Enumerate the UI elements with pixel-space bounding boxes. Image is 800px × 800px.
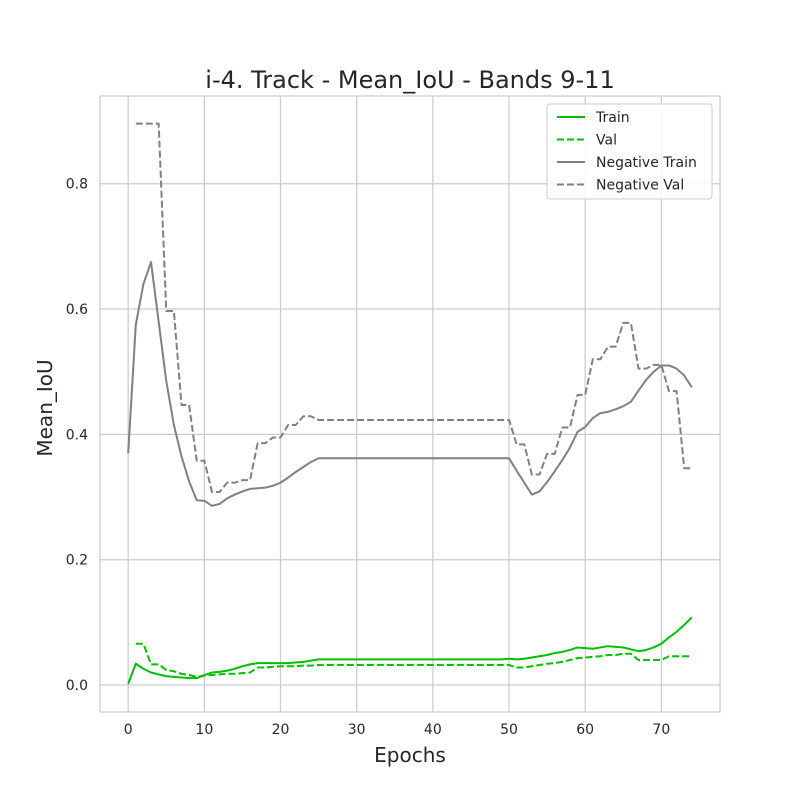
series-line-3 [127,261,693,507]
grid [100,96,720,712]
legend-label-2: Val [596,133,617,149]
legend-box [546,103,713,200]
x-tick-label: 20 [272,722,290,738]
legend-label-1: Train [595,110,630,126]
y-tick-label: 0.4 [66,427,88,443]
chart-title: i-4. Track - Mean_IoU - Bands 9-11 [205,66,614,94]
y-tick-label: 0.8 [66,177,88,193]
series-layer [127,122,693,685]
legend-label-3: Negative Train [596,155,697,171]
y-axis-title: Mean_IoU [33,359,57,456]
x-tick-label: 50 [500,722,518,738]
x-tick-labels: 0 10 20 30 40 50 60 70 [124,722,671,738]
x-tick-label: 0 [124,722,133,738]
series-line-4 [135,122,692,494]
series-line-2 [135,642,692,678]
x-tick-label: 30 [348,722,366,738]
y-tick-label: 0.0 [66,678,88,694]
legend: Train Val Negative Train Negative Val [546,103,713,200]
y-tick-label: 0.2 [66,553,88,569]
plot-frame [99,95,721,713]
x-tick-label: 40 [424,722,442,738]
series-line-1 [127,616,693,685]
x-tick-label: 70 [652,722,670,738]
x-tick-label: 60 [576,722,594,738]
x-axis-title: Epochs [374,743,446,767]
y-tick-label: 0.6 [66,302,88,318]
legend-label-4: Negative Val [596,178,684,194]
x-tick-label: 10 [195,722,213,738]
y-tick-labels: 0.0 0.2 0.4 0.6 0.8 [66,177,88,694]
